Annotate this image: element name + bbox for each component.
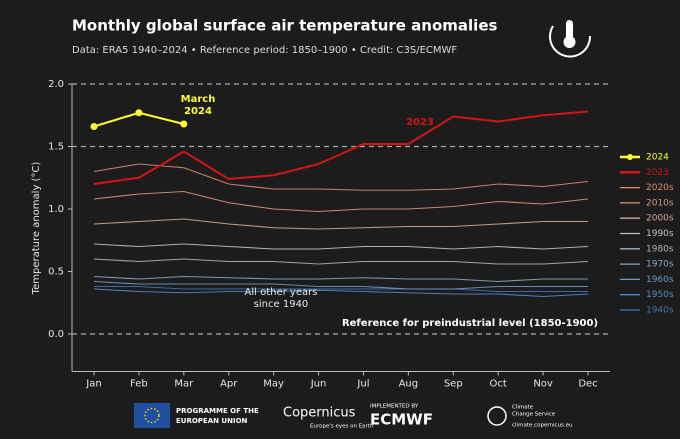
series-line [93, 275, 588, 283]
annotation: All other years [245, 287, 318, 298]
x-tick-label: Dec [578, 379, 597, 390]
x-tick-label: Jan [85, 379, 101, 390]
x-tick-label: Nov [533, 379, 553, 390]
legend-marker [627, 154, 633, 160]
y-tick-label: 1.0 [48, 204, 64, 215]
legend-label: 2024 [646, 153, 669, 163]
legend-label: 1950s [646, 290, 674, 300]
series-point [135, 109, 143, 117]
annotation: since 1940 [254, 299, 309, 310]
y-axis-label: Temperature anomaly (°C) [31, 162, 42, 296]
y-tick-label: 0.0 [48, 329, 64, 340]
eu-flag [134, 403, 170, 428]
x-tick-label: Apr [220, 379, 238, 390]
x-tick-label: Jun [310, 379, 327, 390]
annotation: 2024 [184, 106, 212, 117]
legend-label: 2010s [646, 198, 674, 208]
x-tick-label: Feb [130, 379, 148, 390]
footer-text: Change Service [512, 412, 556, 418]
footer-text: Copernicus [283, 406, 356, 421]
series-line [93, 280, 588, 290]
footer-text: EUROPEAN UNION [176, 417, 248, 425]
footer-text: ECMWF [370, 411, 433, 429]
legend-label: 2023 [646, 168, 669, 178]
annotation: Reference for preindustrial level (1850-… [342, 318, 598, 329]
legend-label: 1970s [646, 260, 674, 270]
series-point [90, 123, 98, 130]
series-line [93, 190, 589, 213]
legend-label: 1990s [646, 229, 674, 239]
series-line [93, 288, 589, 298]
series-line [93, 243, 589, 250]
c3s-logo [487, 406, 507, 426]
footer-text: Europe's eyes on Earth [310, 424, 374, 430]
legend-label: 1940s [646, 306, 674, 316]
series-line [94, 285, 588, 293]
chart-title: Monthly global surface air temperature a… [72, 17, 497, 35]
y-tick-label: 2.0 [48, 79, 64, 90]
annotation: March [181, 94, 216, 105]
logo [549, 20, 592, 58]
legend-label: 2020s [646, 183, 674, 193]
x-tick-label: Aug [399, 379, 419, 390]
footer-text: Climate [512, 405, 534, 411]
footer-text: IMPLEMENTED BY [370, 404, 419, 410]
y-tick-label: 0.5 [48, 267, 64, 278]
footer-text: PROGRAMME OF THE [176, 407, 259, 415]
x-tick-label: Sep [444, 379, 463, 390]
series-line [93, 218, 588, 230]
x-tick-label: Mar [174, 379, 194, 390]
footer-text: climate.copernicus.eu [512, 423, 573, 429]
legend-label: 1980s [646, 244, 674, 254]
eu-stars [144, 407, 160, 424]
series-line [93, 110, 589, 185]
legend-label: 1960s [646, 275, 674, 285]
series-line [93, 163, 589, 191]
annotation: 2023 [406, 117, 434, 128]
y-tick-label: 1.5 [48, 142, 64, 153]
series-line [93, 258, 589, 265]
chart-subtitle: Data: ERA5 1940–2024 • Reference period:… [72, 45, 457, 56]
legend-label: 2000s [646, 214, 674, 224]
x-tick-label: Jul [356, 379, 369, 390]
series-point [180, 120, 188, 128]
x-tick-label: Oct [490, 379, 507, 390]
x-tick-label: May [263, 379, 284, 390]
